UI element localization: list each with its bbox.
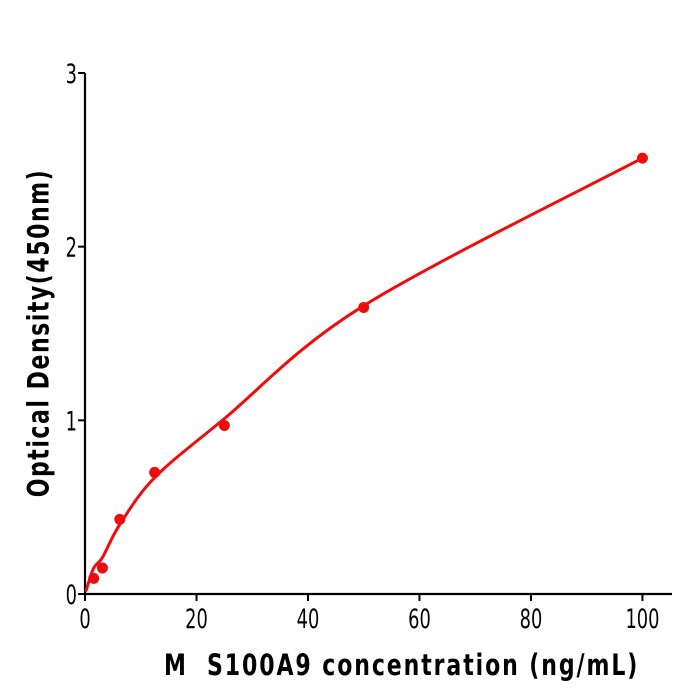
y-axis-title: Optical Density(450nm) xyxy=(21,168,56,498)
x-tick-label: 40 xyxy=(297,604,320,635)
y-tick-label: 2 xyxy=(66,233,77,264)
x-tick-label: 20 xyxy=(185,604,208,635)
data-point xyxy=(218,420,230,432)
x-tick-label: 0 xyxy=(79,604,90,635)
y-tick-label: 3 xyxy=(66,59,77,90)
fit-curve xyxy=(84,156,644,592)
data-point xyxy=(358,301,370,313)
data-point xyxy=(149,466,161,478)
y-tick-label: 0 xyxy=(66,580,77,611)
x-tick-label: 100 xyxy=(625,604,659,635)
data-point xyxy=(88,572,100,584)
data-point xyxy=(114,513,126,525)
x-tick-label: 60 xyxy=(408,604,431,635)
x-tick-label: 80 xyxy=(520,604,543,635)
data-point xyxy=(636,152,648,164)
y-tick-label: 1 xyxy=(66,407,77,438)
data-point xyxy=(96,562,108,574)
x-axis-title: M S100A9 concentration (ng/mL) xyxy=(164,648,640,682)
